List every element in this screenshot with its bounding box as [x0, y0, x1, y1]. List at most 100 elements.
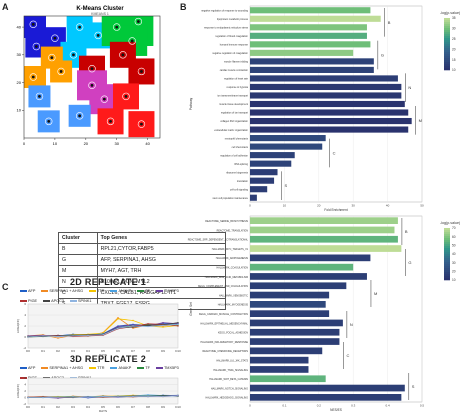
- category-label: REACTOME_TRANSLATION: [217, 229, 249, 232]
- x-tick-label: 0: [249, 404, 251, 408]
- group-label: B: [388, 20, 391, 25]
- x-tick-label: D2: [56, 405, 60, 409]
- colorbar-segment: [444, 30, 450, 32]
- colorbar-segment: [444, 236, 450, 238]
- series-point: [102, 334, 103, 335]
- bar: [250, 366, 308, 373]
- bar: [250, 357, 308, 364]
- category-label: negative regulation of coagulation: [212, 52, 248, 55]
- x-tick-label: 0: [249, 204, 251, 208]
- series-point: [57, 396, 58, 397]
- bar: [250, 7, 370, 13]
- category-label: collagen fibril organization: [220, 120, 248, 123]
- colorbar-segment: [444, 242, 450, 244]
- legend-swatch: [41, 367, 48, 368]
- cluster-point: [140, 70, 143, 73]
- colorbar-segment: [444, 234, 450, 236]
- category-label: HALLMARK_XENOBIOTIC: [219, 294, 248, 297]
- bar: [250, 385, 405, 392]
- category-label: muscle filament sliding: [224, 61, 249, 64]
- legend-label: TF: [145, 366, 150, 370]
- x-tick-label: 0.2: [317, 404, 322, 408]
- group-label: S: [412, 384, 415, 389]
- x-tick-label: 0.1: [282, 404, 287, 408]
- colorbar-segment: [444, 50, 450, 52]
- category-label: response to hypoxia: [227, 86, 249, 89]
- category-label: HALLMARK_TNFA_SIGNALING: [213, 369, 248, 372]
- colorbar-segment: [444, 246, 450, 248]
- legend-entry: SERPINA1 + AHSG: [41, 289, 83, 293]
- legend-swatch: [89, 367, 96, 368]
- legend-entry: ANAKP: [110, 366, 131, 370]
- x-tick-label: 10: [53, 141, 58, 146]
- x-tick-label: 0.4: [386, 404, 391, 408]
- bar: [250, 301, 326, 308]
- x-tick-label: D10: [175, 405, 181, 409]
- legend-swatch: [137, 290, 144, 291]
- legend-label: SERPINA1 + AHSG: [49, 366, 83, 370]
- cluster-point: [91, 67, 94, 70]
- group-label: C: [346, 353, 349, 358]
- colorbar-segment: [444, 34, 450, 36]
- cluster-point: [78, 114, 81, 117]
- bar: [250, 101, 405, 107]
- cluster-point: [122, 53, 125, 56]
- series-point: [147, 323, 148, 324]
- y-tick-label: 40: [17, 24, 22, 29]
- series-point: [117, 318, 118, 319]
- y-tick-label: 2: [24, 389, 26, 393]
- bar: [250, 41, 370, 47]
- x-tick-label: D6: [116, 405, 120, 409]
- category-label: extracellular matrix organization: [214, 129, 248, 132]
- group-label: S: [285, 183, 288, 188]
- legend-label: TMX5P3: [164, 366, 179, 370]
- category-label: neutrophil chemotaxis: [225, 137, 249, 140]
- category-label: KEGG_FOCAL_ADHESION: [218, 332, 248, 335]
- x-tick-label: D1: [41, 349, 45, 353]
- bar: [250, 16, 381, 22]
- legend-label: AFP: [28, 289, 35, 293]
- colorbar-segment: [444, 54, 450, 56]
- colorbar-segment: [444, 22, 450, 24]
- legend-label: AFP: [28, 366, 35, 370]
- legend-swatch: [41, 290, 48, 291]
- colorbar-segment: [444, 254, 450, 256]
- y-tick-label: 4: [24, 383, 26, 387]
- x-tick-label: 40: [386, 204, 390, 208]
- legend-entry: TMX5P3: [156, 289, 179, 293]
- x-tick-label: 20: [84, 141, 89, 146]
- cluster-point: [109, 120, 112, 123]
- x-tick-label: D0: [26, 405, 30, 409]
- colorbar-segment: [444, 240, 450, 242]
- colorbar-segment: [444, 250, 450, 252]
- colorbar-segment: [444, 38, 450, 40]
- category-label: regulation of ion transport: [221, 112, 248, 115]
- colorbar-segment: [444, 270, 450, 272]
- category-label: REACTOME_CHEMOKINE_RECEPTORS: [203, 350, 249, 353]
- colorbar-tick-label: 30: [452, 261, 456, 265]
- legend-entry: SERPINA1 + AHSG: [41, 366, 83, 370]
- series-point: [132, 396, 133, 397]
- colorbar-title: -log(p-value): [440, 11, 460, 15]
- category-label: HALLMARK_EPITHELIAL_MESENCHYMAL: [200, 322, 248, 325]
- colorbar-segment: [444, 266, 450, 268]
- bar: [250, 329, 339, 336]
- table-header-cluster: Cluster: [59, 233, 98, 244]
- legend-swatch: [156, 367, 163, 368]
- category-label: translation: [237, 180, 249, 183]
- bar: [250, 264, 353, 271]
- bar: [250, 144, 322, 150]
- cluster-point: [78, 26, 81, 29]
- x-tick-label: D9: [161, 349, 165, 353]
- colorbar-segment: [444, 238, 450, 240]
- x-tick-label: D9: [161, 405, 165, 409]
- y-tick-label: 0: [24, 396, 26, 400]
- cluster-point: [32, 76, 35, 79]
- colorbar-tick-label: 30: [452, 27, 456, 31]
- colorbar-segment: [444, 24, 450, 26]
- series-point: [162, 326, 163, 327]
